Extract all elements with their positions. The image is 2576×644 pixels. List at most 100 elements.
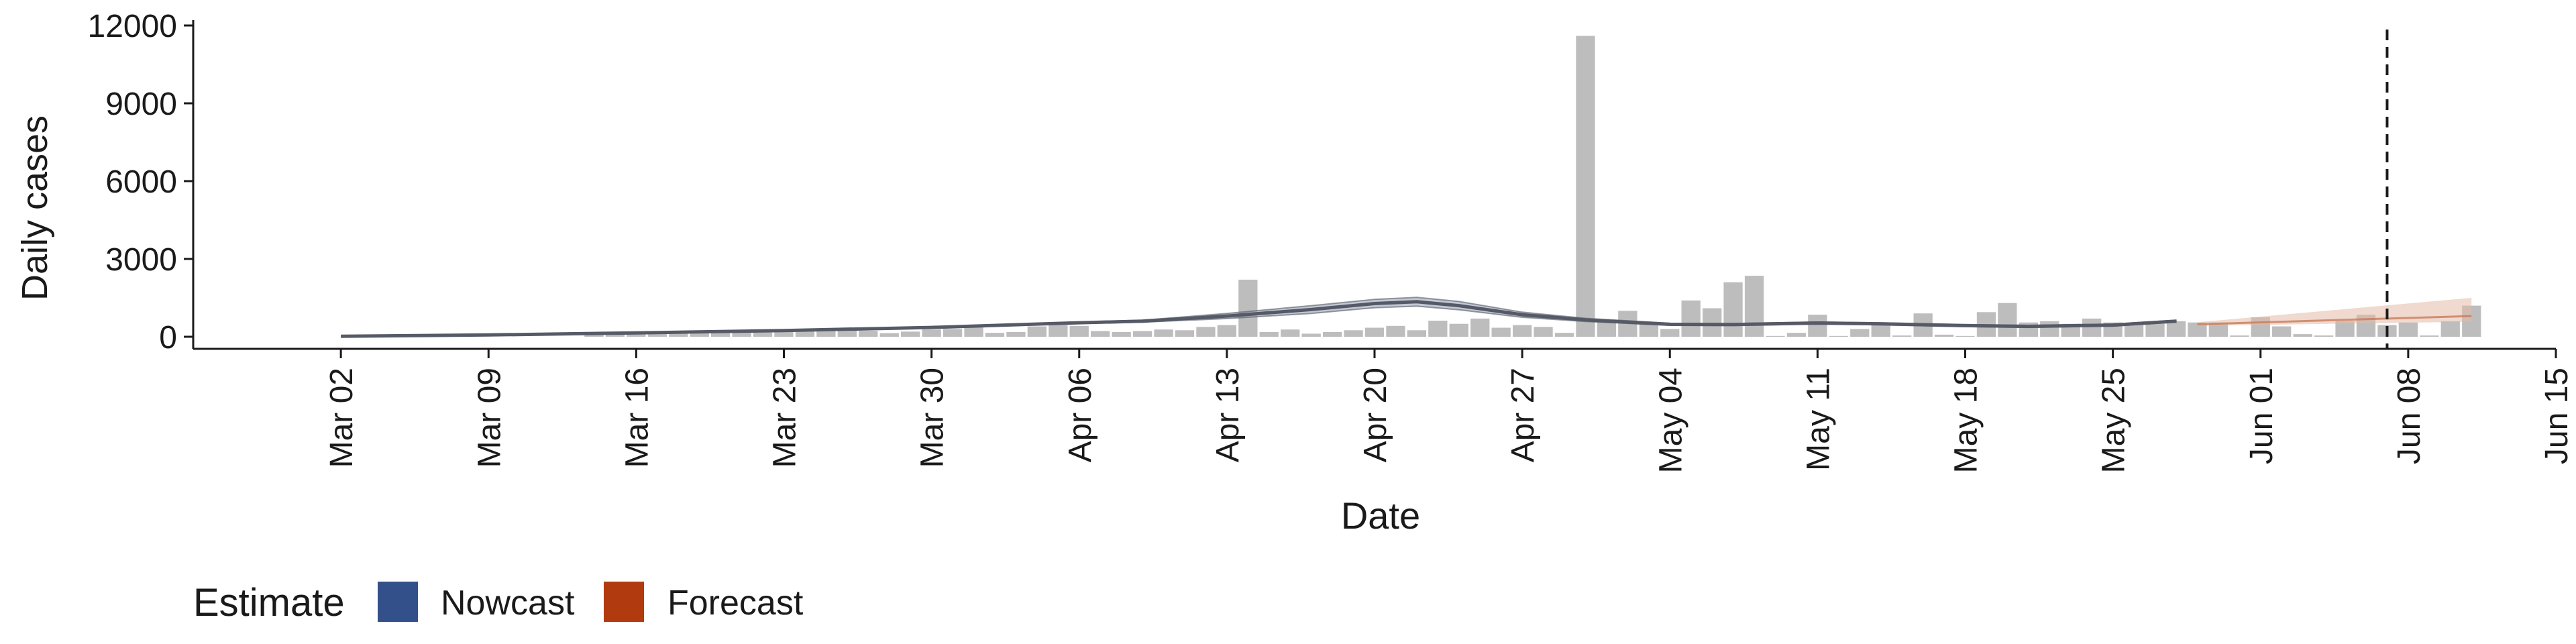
- case-bar: [1281, 329, 1300, 337]
- case-bar: [1132, 331, 1152, 337]
- x-tick-label: Apr 27: [1505, 368, 1541, 462]
- y-tick-label: 9000: [105, 87, 177, 122]
- x-tick-label: Mar 09: [472, 368, 507, 468]
- case-bar: [1301, 333, 1321, 337]
- y-tick-label: 0: [159, 320, 177, 356]
- case-bar: [1998, 303, 2017, 337]
- x-tick-label: Mar 30: [915, 368, 951, 468]
- legend: Estimate Nowcast Forecast: [193, 581, 804, 625]
- case-bar: [2314, 335, 2334, 337]
- case-bar: [1344, 330, 1363, 337]
- case-bar: [1175, 330, 1195, 337]
- x-tick-label: Apr 20: [1358, 368, 1393, 462]
- case-bar: [1049, 325, 1068, 337]
- x-tick-label: May 11: [1801, 368, 1836, 471]
- case-bar: [901, 331, 920, 337]
- case-bar: [1470, 318, 1490, 337]
- case-bar: [711, 333, 731, 337]
- case-bar: [1069, 325, 1089, 337]
- case-bar: [1449, 323, 1468, 337]
- case-bar: [2230, 335, 2249, 337]
- case-bar: [1491, 327, 1511, 337]
- x-tick-label: May 25: [2096, 368, 2132, 473]
- case-bar: [1850, 329, 1870, 337]
- case-bar: [669, 333, 688, 337]
- x-tick-label: Apr 13: [1210, 368, 1246, 462]
- case-bar: [1723, 282, 1743, 337]
- x-tick-label: Jun 15: [2539, 368, 2575, 464]
- x-axis-label: Date: [1341, 494, 1420, 537]
- case-bar: [964, 327, 983, 337]
- case-bar: [1871, 324, 1890, 337]
- x-tick-label: Jun 01: [2244, 368, 2279, 464]
- case-bar: [1428, 321, 1448, 337]
- case-bar: [1703, 308, 1722, 337]
- case-bar: [1766, 335, 1785, 337]
- case-bar: [1196, 327, 1216, 337]
- legend-swatch-nowcast: [378, 582, 418, 622]
- case-bar: [1639, 323, 1658, 337]
- case-bar: [1027, 326, 1046, 337]
- case-bar: [816, 329, 836, 337]
- case-bar: [690, 333, 709, 337]
- case-bar: [1238, 279, 1258, 337]
- trend-group: [341, 297, 2177, 338]
- case-bar: [859, 331, 878, 337]
- case-bar: [1091, 331, 1110, 337]
- x-tick-label: Mar 16: [619, 368, 655, 468]
- y-tick-label: 6000: [105, 164, 177, 200]
- case-bar: [647, 333, 667, 337]
- x-tick-label: Mar 02: [324, 368, 360, 468]
- case-bar: [879, 333, 899, 337]
- case-bar: [2166, 321, 2186, 337]
- case-bar: [2145, 323, 2165, 337]
- case-bar: [774, 330, 794, 337]
- case-bar: [1660, 329, 1680, 337]
- case-bar: [795, 329, 815, 337]
- case-bar: [732, 332, 751, 337]
- x-tick-label: May 18: [1949, 368, 1984, 473]
- case-bar: [2293, 334, 2312, 337]
- axes-group: 0 3000 6000 9000 12000 Mar 02 Mar 09 Mar 16 Mar …: [88, 9, 2575, 473]
- y-tick-label: 12000: [88, 9, 177, 44]
- legend-label-forecast: Forecast: [667, 584, 804, 623]
- case-bar: [1597, 321, 1617, 337]
- case-bar: [2040, 321, 2059, 337]
- case-bar: [1744, 276, 1764, 337]
- case-bar: [1829, 335, 1848, 337]
- case-bar: [1681, 300, 1701, 337]
- case-bar: [1892, 335, 1912, 337]
- case-bar: [2082, 318, 2102, 337]
- x-tick-label: Mar 23: [767, 368, 803, 468]
- nowcast-interval-band: [341, 297, 2177, 337]
- y-axis-label: Daily cases: [15, 115, 55, 301]
- case-bar: [2272, 326, 2292, 337]
- case-bar: [1786, 333, 1807, 337]
- forecast-median-line: [2197, 315, 2472, 325]
- case-bar: [1259, 332, 1279, 337]
- case-bar: [1112, 332, 1131, 337]
- case-bar: [1006, 332, 1026, 337]
- legend-swatch-forecast: [604, 582, 644, 622]
- case-bar: [2335, 321, 2355, 337]
- legend-label-nowcast: Nowcast: [441, 584, 575, 623]
- case-bar: [1955, 335, 1975, 337]
- x-tick-label: Jun 08: [2392, 368, 2427, 464]
- case-bar: [985, 333, 1005, 337]
- case-bar: [1934, 334, 1954, 337]
- legend-title: Estimate: [193, 581, 345, 625]
- case-bar: [1217, 325, 1236, 337]
- case-bar: [1154, 329, 1173, 337]
- x-tick-label: May 04: [1653, 368, 1688, 473]
- bars-group: [584, 36, 2481, 337]
- case-bar: [2440, 321, 2460, 337]
- case-bar: [2124, 323, 2144, 337]
- forecast-interval-band: [2197, 298, 2472, 326]
- case-bar: [1364, 327, 1385, 337]
- case-bar: [922, 329, 941, 337]
- case-bar: [1323, 332, 1342, 337]
- case-bar: [2188, 322, 2207, 337]
- x-tick-label: Apr 06: [1063, 368, 1098, 462]
- case-bar: [1386, 325, 1405, 337]
- case-bar: [605, 334, 625, 337]
